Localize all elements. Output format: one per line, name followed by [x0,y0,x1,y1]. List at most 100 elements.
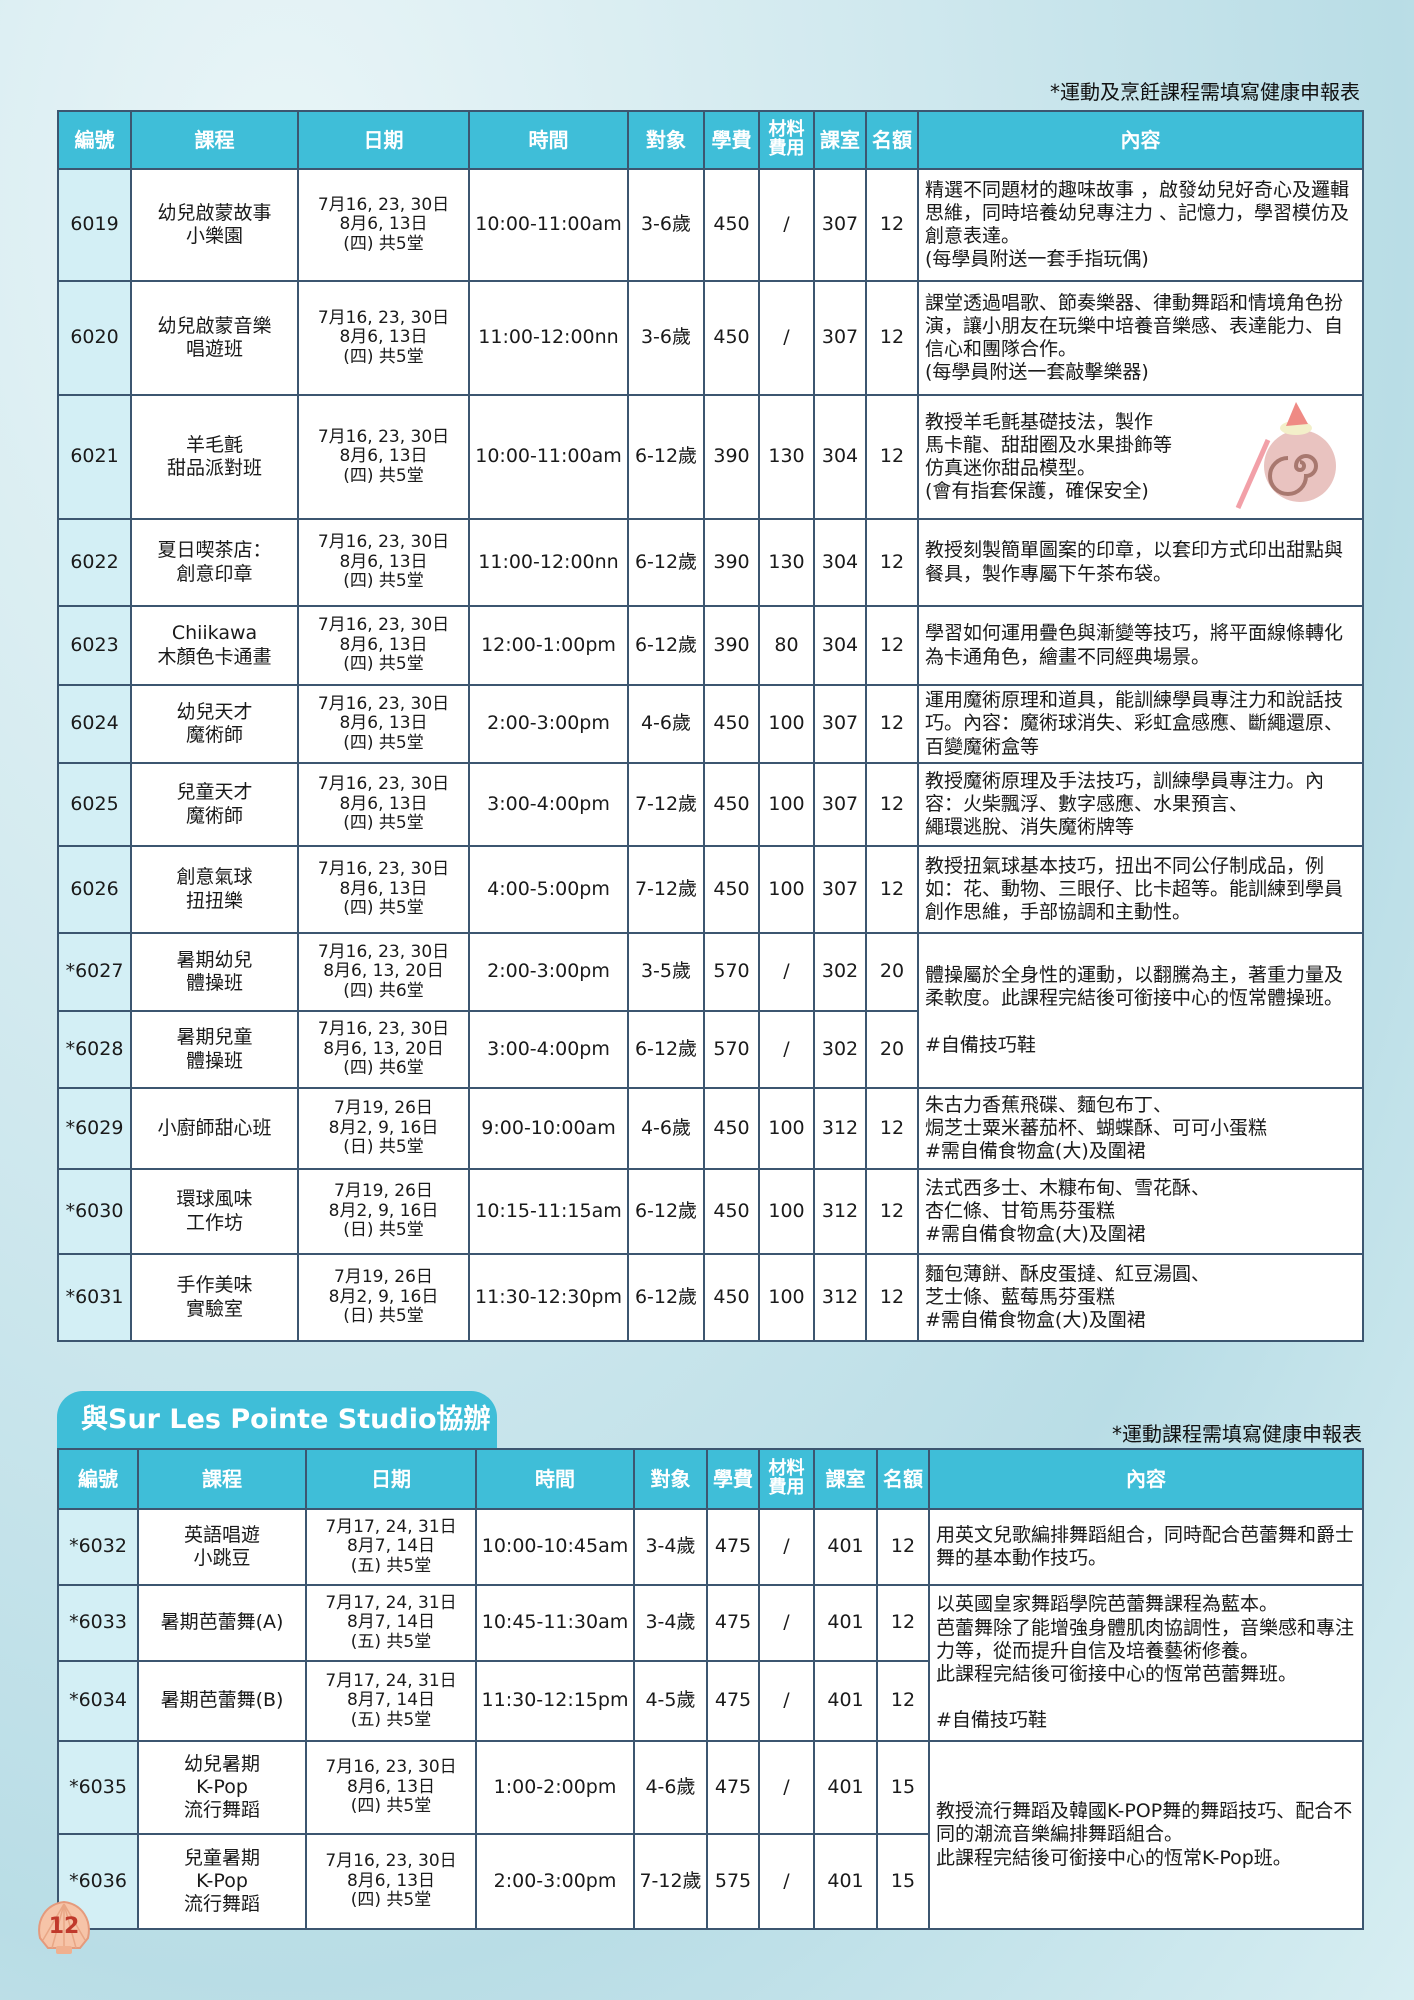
cell-quota: 15 [876,1833,930,1930]
cell-age: 7-12歲 [633,1833,708,1930]
cell-time: 3:00-4:00pm [468,1010,629,1089]
cell-material: / [758,1660,815,1742]
course-row: *6031 手作美味 實驗室 7月19, 26日 8月2, 9, 16日 (日) 共… [57,1253,1364,1342]
cell-course: 幼兒啟蒙音樂 唱遊班 [130,280,299,396]
header-age: 對象 [627,110,705,170]
cell-fee: 570 [703,1010,760,1089]
cell-room: 312 [813,1253,867,1342]
cell-date: 7月19, 26日 8月2, 9, 16日 (日) 共5堂 [297,1087,470,1170]
cell-course: 幼兒啟蒙故事 小樂園 [130,168,299,282]
cell-room: 307 [813,280,867,396]
cell-room: 304 [813,394,867,520]
cell-age: 6-12歲 [627,1010,705,1089]
cell-code: *6033 [57,1584,139,1662]
cell-course: 暑期幼兒 體操班 [130,932,299,1012]
page-number: 12 [48,1914,80,1939]
cell-time: 1:00-2:00pm [475,1740,635,1835]
cell-age: 4-6歲 [627,1087,705,1170]
cell-time: 11:00-12:00nn [468,280,629,396]
cell-material: / [758,1010,815,1089]
cell-time: 3:00-4:00pm [468,762,629,847]
course-row: *6028 暑期兒童 體操班 7月16, 23, 30日 8月6, 13, 20日 … [57,1010,1363,1089]
header-quota: 名額 [865,110,919,170]
cell-room: 307 [813,684,867,764]
cell-content: 教授流行舞蹈及韓國K-POP舞的舞蹈技巧、配合不同的潮流音樂編排舞蹈組合。 此課… [928,1740,1364,1930]
course-row: *6036 兒童暑期 K-Pop 流行舞蹈 7月16, 23, 30日 8月6, 1… [57,1833,1363,1930]
cell-fee: 390 [703,394,760,520]
cell-course: 暑期芭蕾舞(A) [137,1584,307,1662]
cell-material: 130 [758,518,815,607]
cell-time: 2:00-3:00pm [468,684,629,764]
course-row: *6029 小廚師甜心班 7月19, 26日 8月2, 9, 16日 (日) 共5堂… [57,1087,1364,1170]
course-description: 教授刻製簡單圖案的印章，以套印方式印出甜點與餐具，製作專屬下午茶布袋。 [925,539,1344,585]
section-title-sur-les-pointe: 與Sur Les Pointe Studio協辦 [57,1391,497,1448]
cell-content: 教授羊毛氈基礎技法，製作 馬卡龍、甜甜圈及水果掛飾等 仿真迷你甜品模型。 (會有… [917,394,1364,520]
cell-material: / [758,932,815,1012]
cell-fee: 475 [706,1584,760,1662]
course-description: 教授羊毛氈基礎技法，製作 馬卡龍、甜甜圈及水果掛飾等 仿真迷你甜品模型。 (會有… [925,410,1173,503]
cell-course: 兒童暑期 K-Pop 流行舞蹈 [137,1833,307,1930]
cell-room: 401 [813,1660,878,1742]
cell-room: 401 [813,1740,878,1835]
cell-material: 100 [758,1253,815,1342]
header-material: 材料 費用 [758,110,815,170]
cell-age: 4-6歲 [633,1740,708,1835]
cell-time: 12:00-1:00pm [468,605,629,686]
cell-age: 6-12歲 [627,605,705,686]
cell-quota: 12 [865,1087,919,1170]
cell-fee: 450 [703,280,760,396]
cell-age: 6-12歲 [627,1168,705,1255]
cell-content: 法式西多士、木糠布甸、雪花酥、 杏仁條、甘筍馬芬蛋糕 #需自備食物盒(大)及圍裙 [917,1168,1364,1255]
cell-age: 3-4歲 [633,1508,708,1586]
cell-time: 11:00-12:00nn [468,518,629,607]
cell-time: 2:00-3:00pm [468,932,629,1012]
cell-quota: 12 [865,845,919,934]
cell-material: 100 [758,762,815,847]
header-course: 課程 [137,1448,307,1510]
cell-time: 10:00-10:45am [475,1508,635,1586]
cell-date: 7月17, 24, 31日 8月7, 14日 (五) 共5堂 [305,1660,477,1742]
cell-quota: 12 [865,762,919,847]
cell-code: *6029 [57,1087,132,1170]
cell-fee: 475 [706,1508,760,1586]
cell-room: 401 [813,1584,878,1662]
cell-code: 6020 [57,280,132,396]
cell-time: 10:00-11:00am [468,168,629,282]
cell-code: 6022 [57,518,132,607]
cell-age: 7-12歲 [627,845,705,934]
course-description: 以英國皇家舞蹈學院芭蕾舞課程為藍本。 芭蕾舞除了能增強身體肌肉協調性，音樂感和專… [936,1593,1355,1732]
cell-age: 3-4歲 [633,1584,708,1662]
course-description: 麵包薄餅、酥皮蛋撻、紅豆湯圓、 芝士條、藍莓馬芬蛋糕 #需自備食物盒(大)及圍裙 [925,1262,1211,1332]
header-room: 課室 [813,1448,878,1510]
cell-quota: 12 [876,1584,930,1662]
cell-date: 7月16, 23, 30日 8月6, 13日 (四) 共5堂 [297,394,470,520]
cell-course: 幼兒天才 魔術師 [130,684,299,764]
cell-course: 英語唱遊 小跳豆 [137,1508,307,1586]
cell-course: 羊毛氈 甜品派對班 [130,394,299,520]
cell-content: 以英國皇家舞蹈學院芭蕾舞課程為藍本。 芭蕾舞除了能增強身體肌肉協調性，音樂感和專… [928,1584,1364,1742]
cell-time: 10:45-11:30am [475,1584,635,1662]
header-time: 時間 [475,1448,635,1510]
cell-content: 精選不同題材的趣味故事 ，啟發幼兒好奇心及邏輯思維，同時培養幼兒專注力 、記憶力… [917,168,1364,282]
course-description: 課堂透過唱歌、節奏樂器、律動舞蹈和情境角色扮演，讓小朋友在玩樂中培養音樂感、表達… [925,291,1344,384]
cell-material: 100 [758,1087,815,1170]
cell-date: 7月16, 23, 30日 8月6, 13日 (四) 共5堂 [305,1740,477,1835]
cell-material: / [758,1508,815,1586]
cell-fee: 475 [706,1740,760,1835]
page-number-shell: 12 [34,1898,94,1956]
header-fee: 學費 [703,110,760,170]
cell-course: 小廚師甜心班 [130,1087,299,1170]
cell-quota: 20 [865,1010,919,1089]
cell-material: 80 [758,605,815,686]
course-row: *6032 英語唱遊 小跳豆 7月17, 24, 31日 8月7, 14日 (五) … [57,1508,1364,1586]
course-description: 教授魔術原理及手法技巧，訓練學員專注力。內容：火柴飄浮、數字感應、水果預言、 繩… [925,769,1325,839]
cell-content: 麵包薄餅、酥皮蛋撻、紅豆湯圓、 芝士條、藍莓馬芬蛋糕 #需自備食物盒(大)及圍裙 [917,1253,1364,1342]
cell-content: 教授刻製簡單圖案的印章，以套印方式印出甜點與餐具，製作專屬下午茶布袋。 [917,518,1364,607]
cell-quota: 12 [865,394,919,520]
course-row: *6034 暑期芭蕾舞(B) 7月17, 24, 31日 8月7, 14日 (五) … [57,1660,1363,1742]
course-row: 6021 羊毛氈 甜品派對班 7月16, 23, 30日 8月6, 13日 (四) … [57,394,1364,520]
cell-content: 用英文兒歌編排舞蹈組合，同時配合芭蕾舞和爵士舞的基本動作技巧。 [928,1508,1364,1586]
cell-room: 307 [813,168,867,282]
cell-content: 課堂透過唱歌、節奏樂器、律動舞蹈和情境角色扮演，讓小朋友在玩樂中培養音樂感、表達… [917,280,1364,396]
cell-age: 3-6歲 [627,280,705,396]
